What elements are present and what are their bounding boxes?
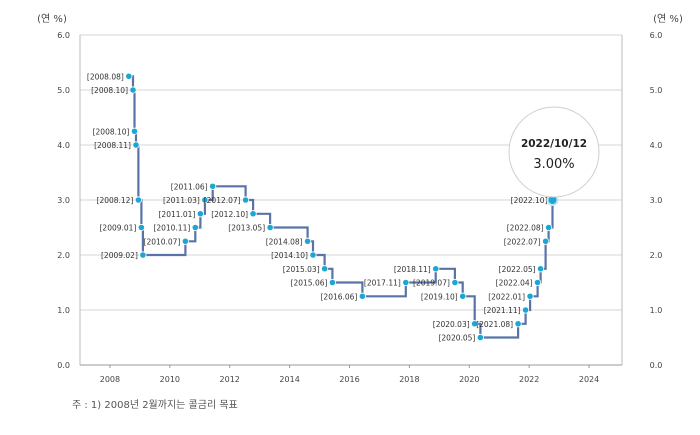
y-tick-label-left: 4.0 [57, 141, 70, 150]
data-point [303, 237, 312, 245]
data-label: [2019.10] [421, 292, 458, 301]
x-tick-label: 2014 [279, 375, 299, 384]
data-label: [2018.11] [394, 265, 431, 274]
y-tick-label-left: 2.0 [57, 251, 70, 260]
data-point [432, 265, 440, 273]
data-label: [2022.08] [507, 224, 544, 233]
data-point [328, 278, 337, 287]
data-label: [2022.01] [488, 292, 525, 301]
x-tick-label: 2018 [399, 375, 419, 384]
data-point [129, 86, 137, 94]
x-tick-label: 2008 [100, 375, 120, 384]
data-label: [2022.07] [504, 237, 541, 246]
data-point [266, 223, 274, 232]
x-tick-label: 2022 [519, 375, 539, 384]
data-label: [2020.03] [433, 320, 470, 329]
data-label: [2012.07] [204, 196, 241, 205]
data-label: [2014.10] [271, 251, 308, 260]
y-tick-label-left: 0.0 [57, 361, 70, 370]
data-label: [2011.03] [163, 196, 200, 205]
data-label: [2010.07] [144, 237, 181, 246]
data-label: [2021.08] [476, 320, 513, 329]
data-label: [2015.03] [283, 265, 320, 274]
data-point [181, 237, 190, 245]
x-tick-label: 2012 [220, 375, 240, 384]
data-label: [2022.05] [499, 265, 536, 274]
data-point [196, 210, 204, 218]
y-tick-label-right: 5.0 [650, 86, 663, 95]
y-tick-label-right: 2.0 [650, 251, 663, 260]
data-point [545, 223, 553, 232]
data-label: [2017.11] [364, 279, 401, 288]
data-point [139, 251, 147, 259]
data-label: [2009.02] [101, 251, 138, 260]
y-tick-label-left: 5.0 [57, 86, 70, 95]
x-tick-label: 2016 [339, 375, 359, 384]
y-tick-label-left: 1.0 [57, 306, 70, 315]
data-point [130, 127, 139, 135]
data-point [521, 306, 530, 314]
data-point [542, 237, 550, 245]
data-point [526, 292, 534, 300]
data-point [249, 210, 257, 218]
data-point [358, 292, 366, 300]
data-point [476, 333, 484, 342]
data-label: [2012.10] [211, 210, 248, 219]
y-tick-label-right: 4.0 [650, 141, 663, 150]
x-tick-label: 2020 [459, 375, 479, 384]
highlight-value: 3.00% [533, 157, 574, 172]
data-point [536, 265, 545, 273]
data-label: [2019.07] [413, 279, 450, 288]
x-tick-label: 2010 [160, 375, 180, 384]
data-point [209, 182, 217, 190]
data-label: [2009.01] [100, 224, 137, 233]
highlight-date: 2022/10/12 [521, 138, 587, 150]
data-point [471, 320, 479, 328]
y-tick-label-right: 6.0 [650, 31, 663, 40]
data-point [402, 278, 410, 287]
data-label: [2008.12] [97, 196, 134, 205]
y-tick-label-right: 3.0 [650, 196, 663, 205]
data-point [514, 320, 522, 328]
data-point [309, 251, 317, 259]
highlight-bubble [508, 106, 600, 198]
data-point [191, 223, 199, 232]
y-tick-label-left: 3.0 [57, 196, 70, 205]
data-label: [2008.08] [87, 72, 124, 81]
data-point [137, 223, 145, 232]
data-label: [2008.10] [91, 86, 128, 95]
data-point [125, 72, 133, 80]
y-tick-label-right: 1.0 [650, 306, 663, 315]
data-label: [2015.06] [291, 279, 328, 288]
data-point [451, 278, 459, 287]
y-tick-label-right: 0.0 [650, 361, 663, 370]
x-tick-label: 2024 [579, 375, 599, 384]
data-point [459, 292, 467, 300]
data-label: [2020.05] [438, 334, 475, 343]
data-label: [2011.06] [171, 182, 208, 191]
data-label: [2011.01] [159, 210, 196, 219]
data-point [321, 265, 329, 273]
data-label: [2022.10] [511, 196, 548, 205]
y-unit-left: (연 %) [37, 13, 67, 25]
data-label: [2021.11] [484, 306, 521, 315]
y-unit-right: (연 %) [653, 13, 683, 25]
data-point [533, 278, 542, 287]
data-label: [2014.08] [266, 237, 303, 246]
data-label: [2008.11] [94, 141, 131, 150]
data-label: [2022.04] [496, 279, 533, 288]
data-point [134, 196, 142, 204]
data-label: [2010.11] [153, 224, 190, 233]
data-point [241, 196, 250, 204]
footnote: 주 : 1) 2008년 2월까지는 콜금리 목표 [72, 400, 238, 411]
data-point [132, 141, 140, 149]
data-label: [2013.05] [228, 224, 265, 233]
data-label: [2016.06] [321, 292, 358, 301]
y-tick-label-left: 6.0 [57, 31, 70, 40]
data-point [201, 196, 209, 204]
data-label: [2008.10] [93, 127, 130, 136]
